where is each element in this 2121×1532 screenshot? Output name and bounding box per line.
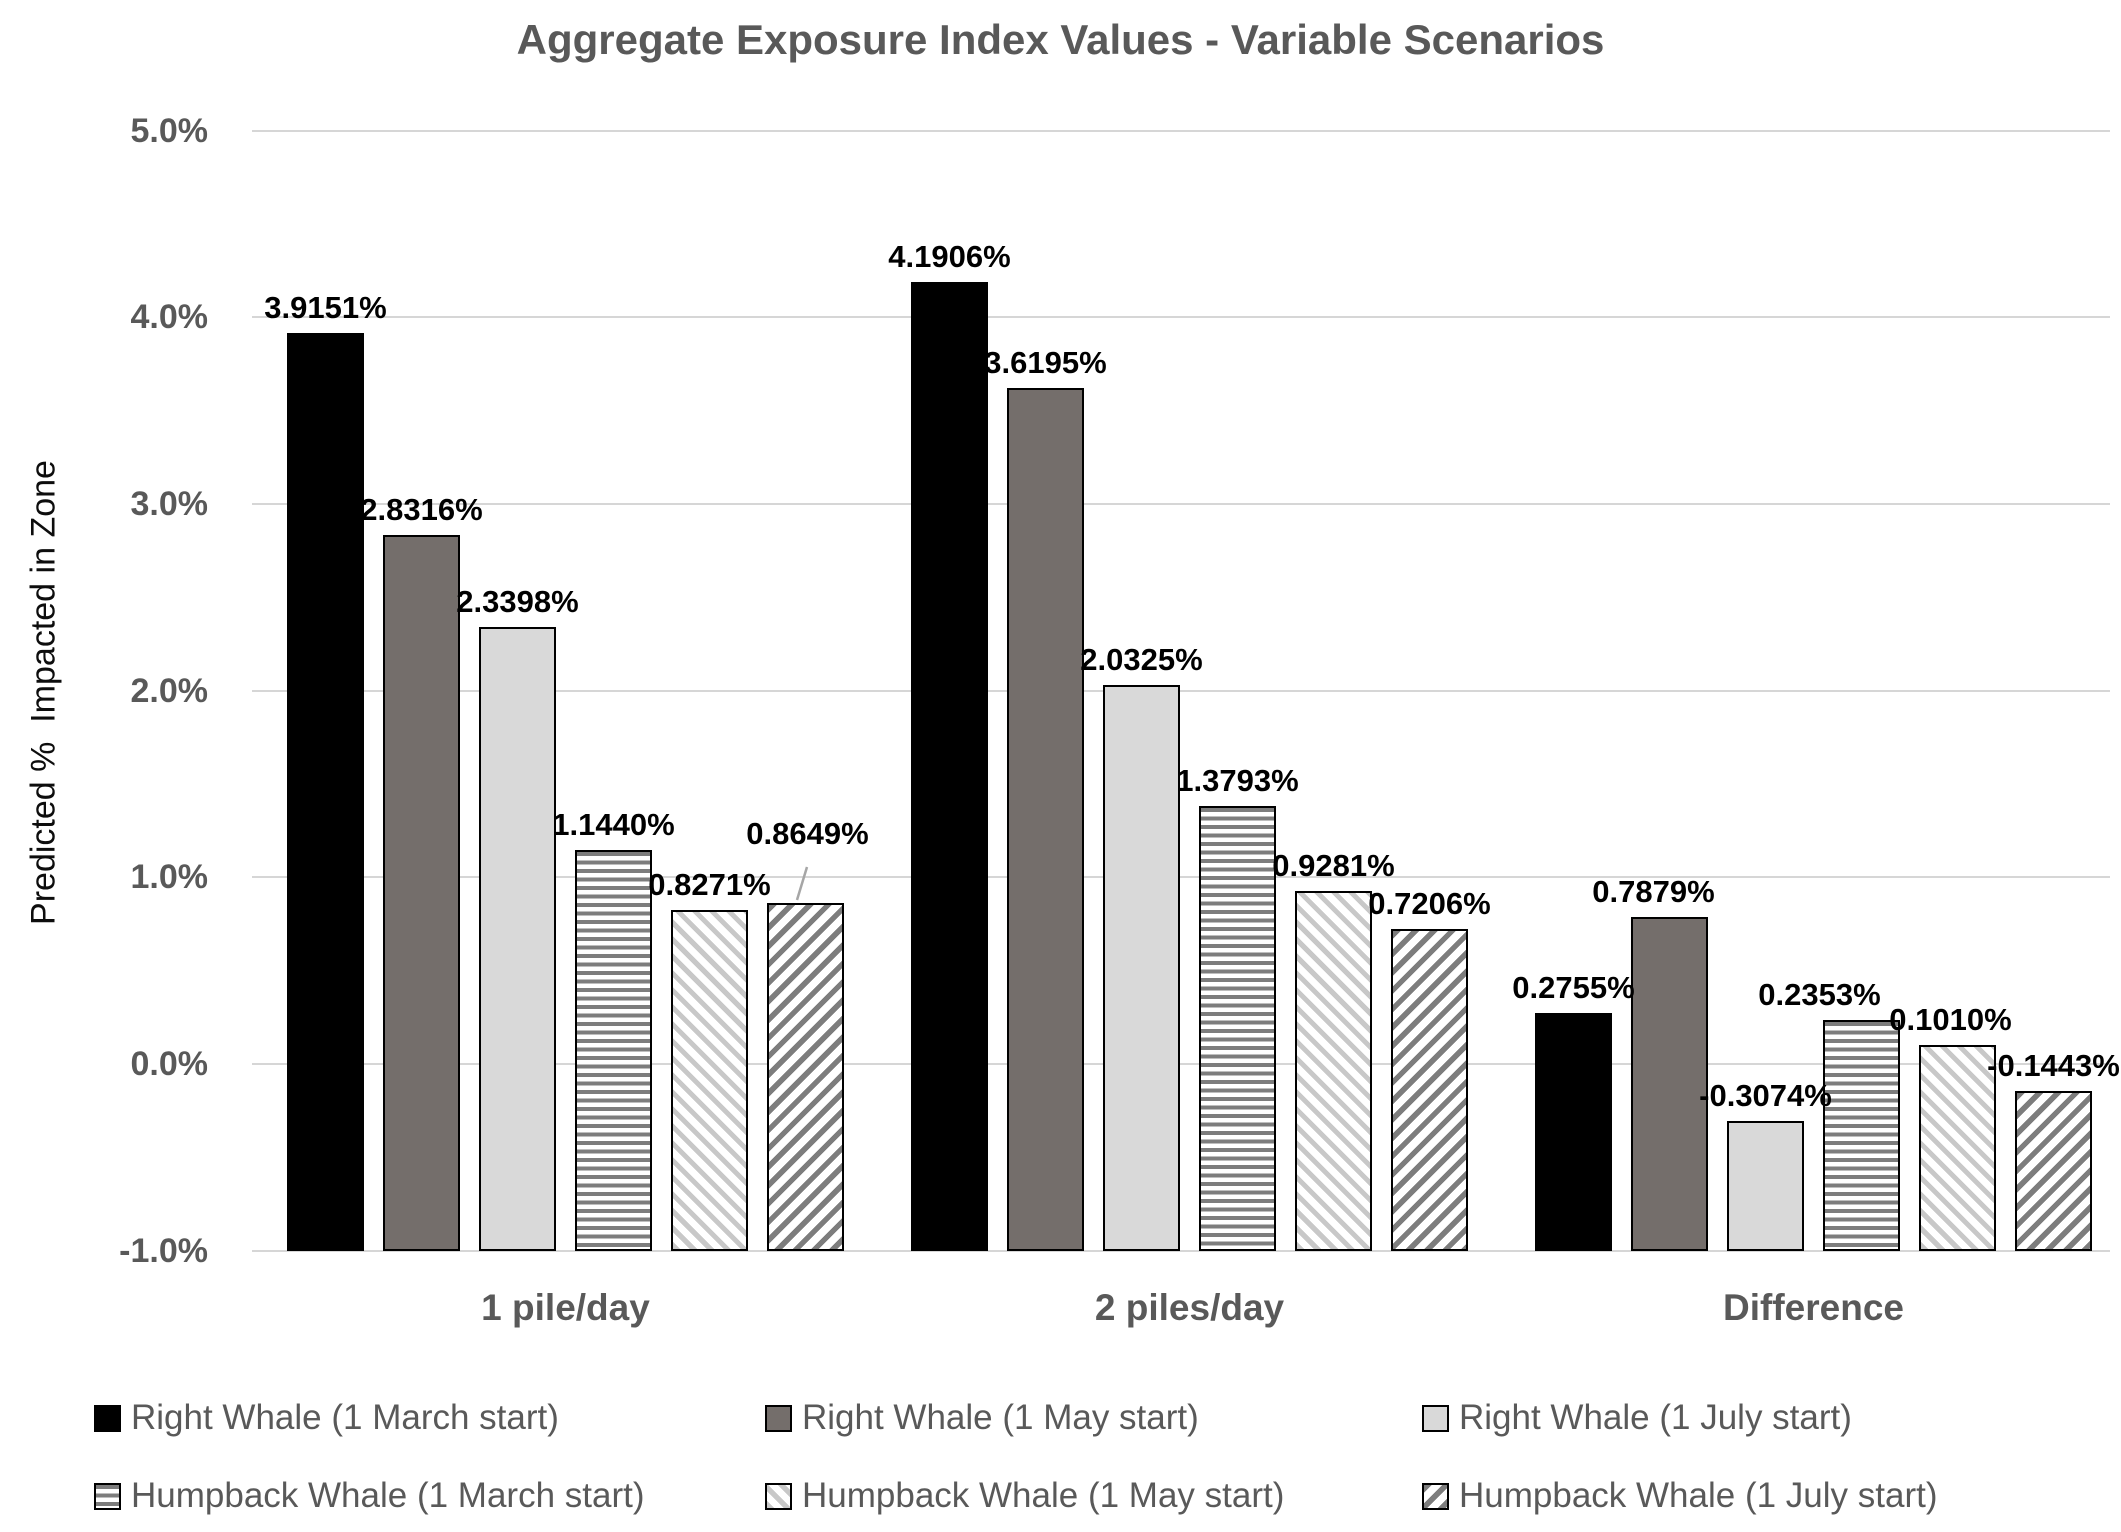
bar-right-whale-1-march-start-difference: [1535, 1012, 1612, 1251]
legend-item-right-whale-1-march-start: Right Whale (1 March start): [94, 1398, 559, 1438]
value-label-humpback-whale-1-july-start-1-pile-day: 0.8649%: [746, 815, 869, 851]
legend-item-right-whale-1-may-start: Right Whale (1 May start): [765, 1398, 1199, 1438]
legend-swatch-humpback-whale-1-july-start: [1422, 1482, 1449, 1510]
bar-humpback-whale-1-may-start-difference: [1919, 1045, 1996, 1251]
legend-swatch-humpback-whale-1-march-start: [94, 1482, 121, 1510]
bar-humpback-whale-1-march-start-2-piles-day: [1199, 806, 1276, 1251]
x-category-label-1-pile-day: 1 pile/day: [481, 1287, 650, 1328]
bar-right-whale-1-march-start-2-piles-day: [911, 281, 988, 1251]
value-label-right-whale-1-march-start-2-piles-day: 4.1906%: [888, 238, 1011, 274]
legend-item-humpback-whale-1-march-start: Humpback Whale (1 March start): [94, 1476, 644, 1516]
x-category-label-difference: Difference: [1723, 1287, 1904, 1328]
y-tick-label-4.0%: 4.0%: [130, 298, 209, 337]
gridline-4.0%: [252, 316, 2110, 319]
bar-right-whale-1-march-start-1-pile-day: [287, 333, 364, 1251]
value-label-humpback-whale-1-may-start-difference: 0.1010%: [1889, 1002, 2012, 1038]
legend-label-right-whale-1-july-start: Right Whale (1 July start): [1459, 1398, 1852, 1437]
value-label-right-whale-1-july-start-1-pile-day: 2.3398%: [456, 584, 579, 620]
legend-swatch-humpback-whale-1-may-start: [765, 1482, 792, 1510]
y-tick-label-0.0%: 0.0%: [130, 1045, 209, 1083]
value-label-right-whale-1-may-start-2-piles-day: 3.6195%: [984, 345, 1107, 381]
bar-right-whale-1-may-start-2-piles-day: [1007, 388, 1084, 1251]
bar-humpback-whale-1-july-start-1-pile-day: [767, 902, 844, 1251]
gridline--1.0%: [252, 1249, 2110, 1252]
value-label-right-whale-1-march-start-1-pile-day: 3.9151%: [264, 290, 387, 326]
x-category-label-2-piles-day: 2 piles/day: [1094, 1287, 1285, 1328]
gridline-0.0%: [252, 1063, 2110, 1065]
bar-humpback-whale-1-may-start-2-piles-day: [1295, 890, 1372, 1251]
value-label-right-whale-1-july-start-difference: -0.3074%: [1699, 1078, 1832, 1114]
bar-right-whale-1-may-start-1-pile-day: [383, 535, 460, 1251]
legend-item-humpback-whale-1-may-start: Humpback Whale (1 May start): [765, 1476, 1284, 1516]
gridline-3.0%: [252, 502, 2110, 505]
bar-humpback-whale-1-july-start-difference: [2015, 1090, 2092, 1251]
bar-right-whale-1-july-start-1-pile-day: [479, 627, 556, 1251]
gridline-1.0%: [252, 876, 2110, 879]
value-label-humpback-whale-1-march-start-2-piles-day: 1.3793%: [1176, 763, 1299, 799]
bar-humpback-whale-1-march-start-difference: [1823, 1020, 1900, 1251]
chart-title: Aggregate Exposure Index Values - Variab…: [516, 16, 1605, 63]
legend-swatch-right-whale-1-may-start: [765, 1404, 792, 1432]
y-tick-label-1.0%: 1.0%: [130, 858, 209, 897]
value-label-humpback-whale-1-march-start-difference: 0.2353%: [1758, 977, 1881, 1013]
value-label-humpback-whale-1-may-start-2-piles-day: 0.9281%: [1272, 847, 1395, 883]
bar-humpback-whale-1-march-start-1-pile-day: [575, 850, 652, 1251]
value-label-right-whale-1-may-start-difference: 0.7879%: [1592, 873, 1715, 909]
y-tick-label-2.0%: 2.0%: [130, 671, 209, 710]
legend-swatch-right-whale-1-july-start: [1422, 1404, 1449, 1432]
bar-right-whale-1-july-start-difference: [1727, 1121, 1804, 1251]
value-label-humpback-whale-1-july-start-difference: -0.1443%: [1987, 1047, 2120, 1083]
y-tick-label-5.0%: 5.0%: [130, 111, 209, 150]
bar-humpback-whale-1-july-start-2-piles-day: [1391, 929, 1468, 1251]
gridline-5.0%: [252, 129, 2110, 132]
legend-label-humpback-whale-1-march-start: Humpback Whale (1 March start): [131, 1476, 645, 1515]
bar-humpback-whale-1-may-start-1-pile-day: [671, 909, 748, 1251]
legend-label-humpback-whale-1-may-start: Humpback Whale (1 May start): [802, 1476, 1285, 1515]
legend-label-right-whale-1-may-start: Right Whale (1 May start): [802, 1398, 1199, 1437]
bar-right-whale-1-may-start-difference: [1631, 916, 1708, 1251]
y-tick-label-3.0%: 3.0%: [130, 484, 209, 523]
value-label-right-whale-1-july-start-2-piles-day: 2.0325%: [1080, 641, 1203, 677]
legend-item-right-whale-1-july-start: Right Whale (1 July start): [1422, 1398, 1852, 1438]
legend-label-humpback-whale-1-july-start: Humpback Whale (1 July start): [1459, 1476, 1938, 1515]
legend-label-right-whale-1-march-start: Right Whale (1 March start): [131, 1398, 559, 1437]
value-label-humpback-whale-1-march-start-1-pile-day: 1.1440%: [552, 807, 675, 843]
legend-swatch-right-whale-1-march-start: [94, 1404, 121, 1432]
gridline-2.0%: [252, 689, 2110, 692]
y-tick-label--1.0%: -1.0%: [119, 1231, 208, 1270]
value-label-humpback-whale-1-may-start-1-pile-day: 0.8271%: [648, 866, 771, 902]
legend-item-humpback-whale-1-july-start: Humpback Whale (1 July start): [1422, 1476, 1937, 1516]
value-label-humpback-whale-1-july-start-2-piles-day: 0.7206%: [1368, 886, 1491, 922]
bar-right-whale-1-july-start-2-piles-day: [1103, 684, 1180, 1251]
value-label-right-whale-1-may-start-1-pile-day: 2.8316%: [360, 492, 483, 528]
value-label-right-whale-1-march-start-difference: 0.2755%: [1512, 969, 1635, 1005]
